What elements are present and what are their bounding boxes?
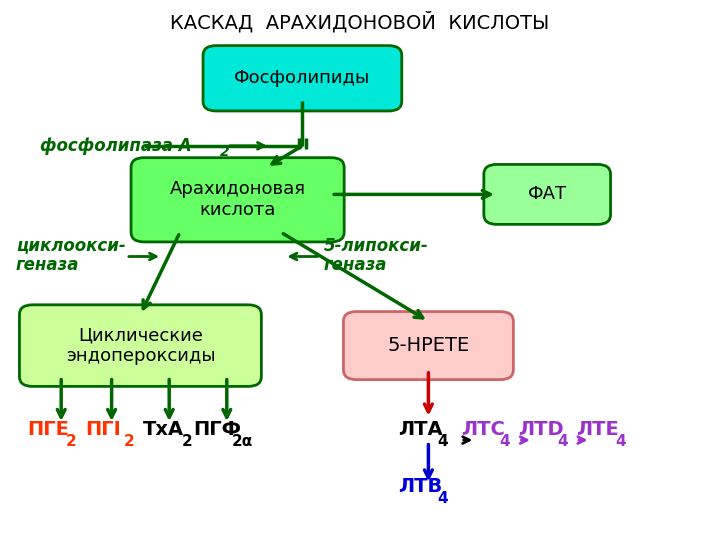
Text: 4: 4 (557, 434, 568, 449)
FancyBboxPatch shape (131, 158, 344, 242)
Text: 4: 4 (615, 434, 626, 449)
Text: ЛТЕ: ЛТЕ (576, 420, 618, 438)
Text: ЛТD: ЛТD (518, 420, 564, 438)
Text: 2: 2 (220, 145, 229, 159)
Text: 2: 2 (181, 434, 192, 449)
Text: Арахидоновая
кислота: Арахидоновая кислота (170, 180, 305, 219)
Text: 5-липокси-: 5-липокси- (324, 237, 428, 255)
Text: Циклические
эндопероксиды: Циклические эндопероксиды (66, 326, 215, 365)
Text: КАСКАД  АРАХИДОНОВОЙ  КИСЛОТЫ: КАСКАД АРАХИДОНОВОЙ КИСЛОТЫ (171, 11, 549, 32)
Text: Фосфолипиды: Фосфолипиды (234, 69, 371, 87)
Text: геназа: геназа (324, 255, 387, 274)
Text: ПГЕ: ПГЕ (27, 420, 69, 438)
FancyBboxPatch shape (343, 312, 513, 380)
Text: 2: 2 (124, 434, 135, 449)
Text: ПГФ: ПГФ (193, 420, 241, 438)
Text: ПГI: ПГI (85, 420, 121, 438)
Text: 4: 4 (437, 491, 448, 507)
FancyBboxPatch shape (203, 45, 402, 111)
Text: геназа: геназа (16, 255, 79, 274)
Text: ЛТА: ЛТА (398, 420, 443, 438)
Text: 4: 4 (500, 434, 510, 449)
Text: 5-НРЕТЕ: 5-НРЕТЕ (387, 336, 469, 355)
Text: ЛТВ: ЛТВ (398, 477, 442, 496)
Text: ЛТС: ЛТС (461, 420, 505, 438)
Text: 2α: 2α (232, 434, 253, 449)
Text: фосфолипаза А: фосфолипаза А (40, 137, 192, 155)
Text: ТхА: ТхА (143, 420, 184, 438)
Text: циклоокси-: циклоокси- (16, 237, 125, 255)
Text: 4: 4 (437, 434, 448, 449)
Text: ФАТ: ФАТ (528, 185, 567, 204)
FancyBboxPatch shape (19, 305, 261, 387)
Text: 2: 2 (66, 434, 77, 449)
FancyBboxPatch shape (484, 164, 611, 225)
